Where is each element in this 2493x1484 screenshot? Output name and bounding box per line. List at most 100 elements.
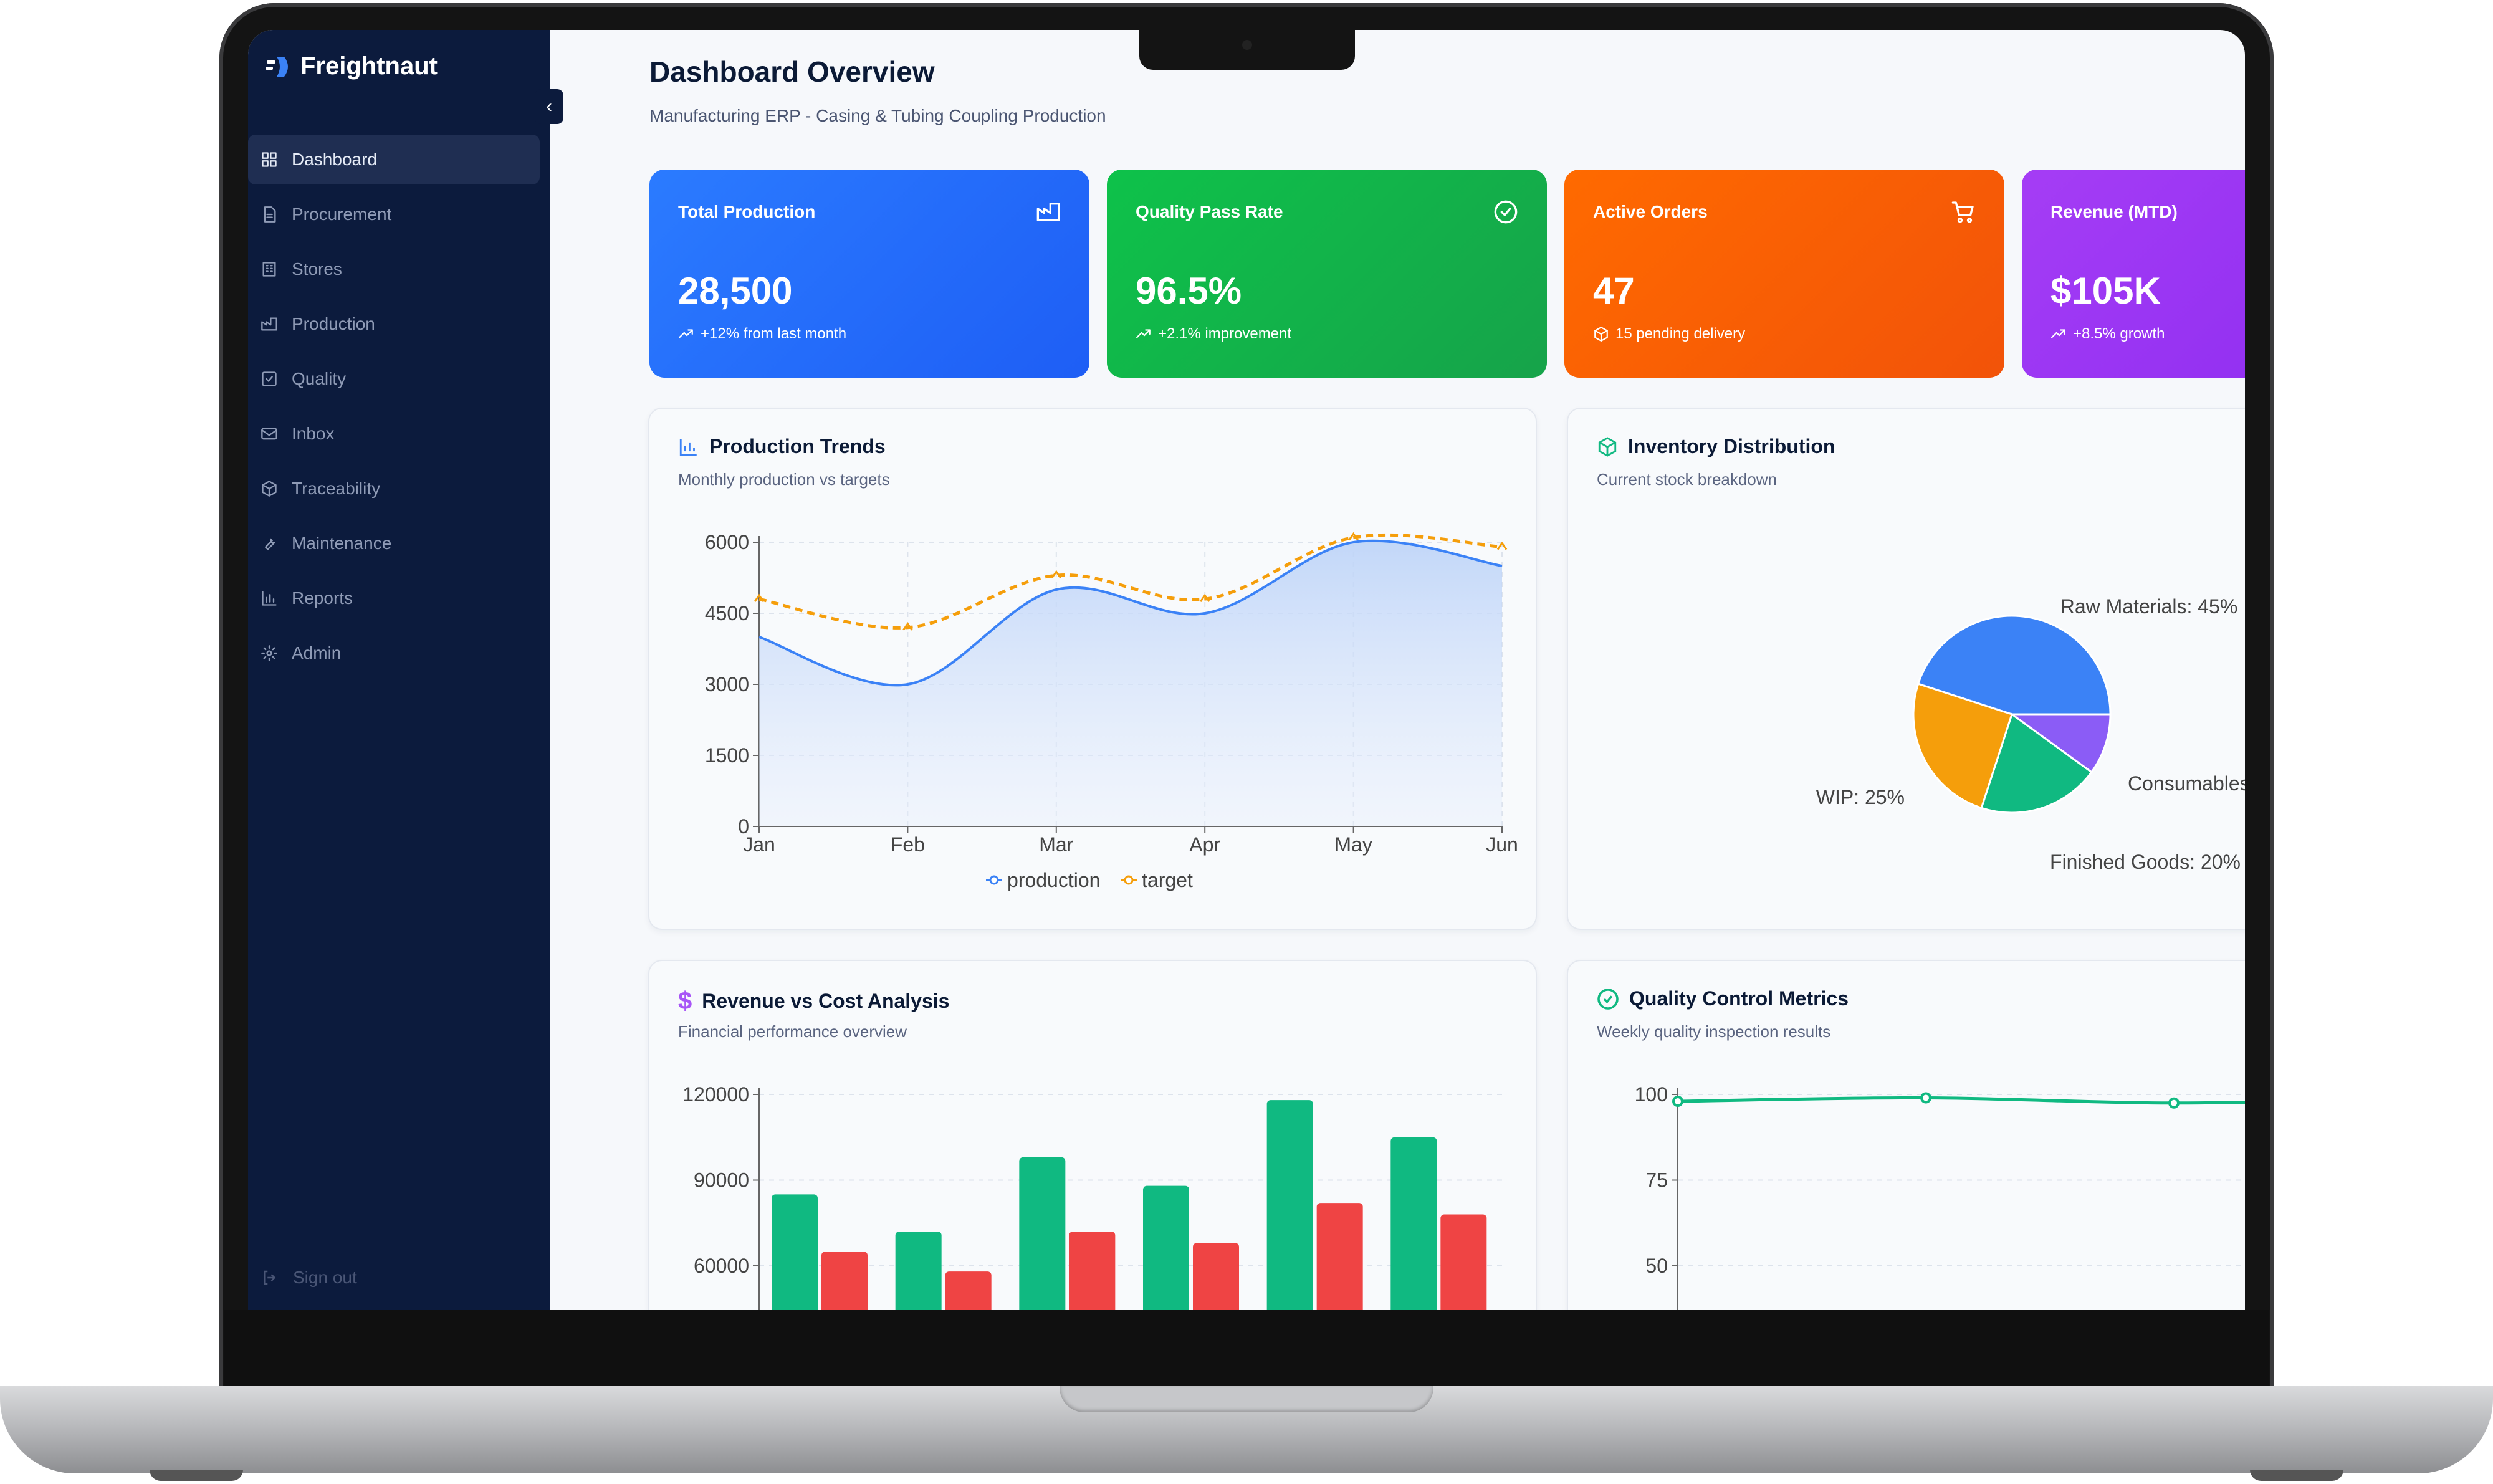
laptop-opening-notch (1060, 1386, 1433, 1412)
screen: Freightnaut Dashboard Procurement Stores Pr… (248, 30, 2245, 1310)
laptop-foot (150, 1470, 243, 1481)
production-trends-card: Production Trends Monthly production vs … (648, 408, 1537, 930)
revenue-bar (772, 1194, 818, 1310)
production-trends-chart: 0 1500 3000 4500 6000 Jan Feb Mar Apr May Jun produ… (705, 531, 1518, 891)
kpi-note: +12% from last month (701, 325, 847, 342)
sidebar-item-admin[interactable]: Admin (248, 628, 540, 678)
target-point (1199, 593, 1210, 603)
sign-out-label: Sign out (293, 1268, 357, 1287)
pie-label: Finished Goods: 20% (2050, 851, 2241, 873)
card-title: $ Revenue vs Cost Analysis (678, 987, 949, 1015)
cost-bar (1316, 1203, 1363, 1310)
cart-icon (1951, 201, 1974, 223)
kpi-card-quality-pass-rate[interactable]: Quality Pass Rate 96.5% +2.1% improvement (1107, 170, 1547, 378)
wrench-icon (265, 538, 275, 550)
pie-label: Consumables (2128, 772, 2245, 795)
quality-line (1677, 1096, 2245, 1105)
sidebar-item-traceability[interactable]: Traceability (248, 464, 540, 514)
kpi-card-active-orders[interactable]: Active Orders 47 15 pending delivery (1564, 170, 2004, 378)
cost-bar (821, 1252, 868, 1310)
pie-slice (1916, 615, 2112, 716)
sidebar-item-label: Procurement (292, 204, 392, 224)
sidebar-item-label: Inbox (292, 424, 335, 443)
card-title: Inventory Distribution (1597, 435, 1835, 458)
production-area (759, 540, 1502, 826)
sidebar-nav: Dashboard Procurement Stores Production Qual… (248, 135, 550, 683)
check-square-icon (262, 371, 277, 386)
kpi-note: +8.5% growth (2073, 325, 2165, 342)
building-icon (262, 262, 276, 277)
sidebar-item-dashboard[interactable]: Dashboard (248, 135, 540, 184)
page-title: Dashboard Overview (649, 55, 935, 88)
cost-bar (1440, 1214, 1487, 1310)
y-tick-label: 120000 (682, 1083, 749, 1106)
kpi-value: 96.5% (1136, 270, 1242, 312)
kpi-value: 28,500 (678, 270, 793, 312)
sidebar-item-production[interactable]: Production (248, 299, 540, 349)
y-tick-label: 1500 (705, 744, 749, 767)
x-tick-label: Feb (891, 833, 925, 856)
pie-label: Raw Materials: 45% (2060, 595, 2238, 618)
card-subtitle: Weekly quality inspection results (1597, 1022, 1831, 1041)
sidebar-item-label: Traceability (292, 479, 381, 498)
y-tick-label: 3000 (705, 673, 749, 696)
x-tick-label: May (1334, 833, 1372, 856)
revenue-bar (1390, 1137, 1437, 1310)
sidebar-item-procurement[interactable]: Procurement (248, 189, 540, 239)
collapse-sidebar-button[interactable]: ‹ (535, 89, 563, 124)
sidebar-item-reports[interactable]: Reports (248, 573, 540, 623)
x-tick-label: Jun (1486, 833, 1518, 856)
sign-out-button[interactable]: Sign out (261, 1268, 357, 1288)
legend-label-target: target (1142, 869, 1193, 891)
sidebar-item-stores[interactable]: Stores (248, 244, 540, 294)
y-tick-label: 4500 (705, 602, 749, 625)
quality-card: Quality Control Metrics Weekly quality i… (1567, 960, 2245, 1310)
pie-slice (1912, 682, 2013, 810)
revenue-bar-chart: 300006000090000120000 (682, 1083, 1502, 1310)
quality-point (1672, 1096, 1683, 1107)
chevron-left-icon: ‹ (546, 96, 552, 117)
package-icon (262, 481, 277, 497)
sidebar-item-label: Stores (292, 259, 342, 279)
factory-icon (1036, 203, 1060, 221)
bar-chart-icon (262, 591, 277, 606)
camera (1242, 40, 1252, 50)
check-circle-icon (1597, 988, 1619, 1010)
card-subtitle: Financial performance overview (678, 1022, 907, 1041)
inventory-card: Inventory Distribution Current stock bre… (1567, 408, 2245, 930)
kpi-card-total-production[interactable]: Total Production 28,500 +12% from last mon… (649, 170, 1089, 378)
app-name: Freightnaut (300, 52, 438, 80)
factory-icon (261, 317, 277, 331)
dollar-icon: $ (678, 987, 692, 1015)
trend-icon (2051, 329, 2065, 338)
app-logo[interactable]: Freightnaut (266, 52, 438, 80)
pie-slice (1980, 712, 2093, 814)
quality-point (2168, 1097, 2180, 1109)
series-line-production (758, 539, 1503, 687)
trend-icon (679, 329, 693, 338)
kpi-card-revenue-mtd[interactable]: Revenue (MTD) $105K +8.5% growth (2022, 170, 2245, 378)
revenue-bar (1143, 1185, 1189, 1310)
production-trends-title: Production Trends (709, 435, 886, 457)
kpi-label: Total Production (678, 202, 816, 221)
mail-icon (261, 428, 277, 440)
inventory-title: Inventory Distribution (1628, 435, 1835, 457)
sidebar-item-quality[interactable]: Quality (248, 354, 540, 404)
x-tick-label: Jan (743, 833, 775, 856)
laptop-bezel (224, 1310, 2269, 1386)
legend-label-production: production (1007, 869, 1100, 891)
y-tick-label: 60000 (694, 1255, 749, 1277)
cost-bar (1193, 1243, 1239, 1310)
gear-icon (261, 645, 277, 661)
sidebar-item-maintenance[interactable]: Maintenance (248, 519, 540, 568)
y-tick-label: 50 (1645, 1255, 1668, 1277)
cost-bar (1069, 1232, 1116, 1310)
sidebar-item-inbox[interactable]: Inbox (248, 409, 540, 459)
x-tick-label: Mar (1039, 833, 1073, 856)
kpi-label: Active Orders (1593, 202, 1708, 221)
sidebar-item-label: Maintenance (292, 534, 392, 553)
sidebar-item-label: Admin (292, 643, 342, 663)
series-line-target (758, 533, 1503, 630)
document-icon (264, 206, 276, 223)
laptop-foot (2250, 1470, 2343, 1481)
